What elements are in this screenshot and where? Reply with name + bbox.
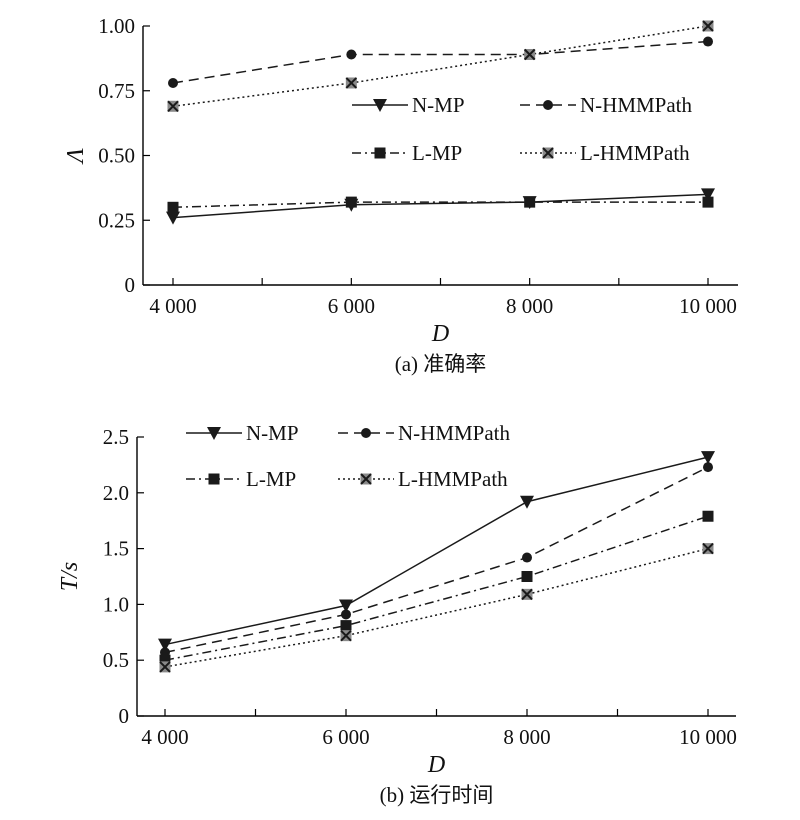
legend-item: N-MP bbox=[352, 93, 465, 117]
series-line bbox=[164, 456, 709, 646]
series-line bbox=[172, 40, 709, 84]
legend-label: N-HMMPath bbox=[580, 93, 693, 117]
legend: N-MP N-HMMPath L-MP L-HMMPath bbox=[186, 421, 511, 491]
legend-label: L-HMMPath bbox=[580, 141, 690, 165]
data-point bbox=[340, 620, 352, 632]
x-tick-label: 4 000 bbox=[149, 294, 196, 318]
legend-label: N-MP bbox=[412, 93, 465, 117]
data-point bbox=[345, 196, 357, 208]
series-l-hmmpath bbox=[159, 542, 714, 673]
series-l-mp bbox=[159, 510, 714, 666]
series-line bbox=[164, 515, 709, 661]
data-point bbox=[167, 100, 179, 112]
legend-marker bbox=[360, 473, 372, 485]
x-tick-label: 10 000 bbox=[679, 294, 737, 318]
series-l-hmmpath bbox=[167, 20, 714, 112]
series-n-mp bbox=[166, 188, 715, 225]
legend-marker bbox=[207, 427, 221, 440]
data-point bbox=[521, 571, 533, 582]
legend-marker bbox=[543, 100, 553, 110]
y-tick-label: 0.50 bbox=[98, 144, 135, 168]
legend-item: N-HMMPath bbox=[338, 421, 511, 445]
x-tick-label: 8 000 bbox=[506, 294, 553, 318]
x-axis-label: D bbox=[431, 321, 449, 347]
data-point bbox=[703, 462, 713, 473]
series-line bbox=[164, 466, 709, 654]
legend-item: N-MP bbox=[186, 421, 299, 445]
x-tick-label: 8 000 bbox=[503, 725, 550, 749]
series-line bbox=[172, 25, 709, 108]
legend-label: N-HMMPath bbox=[398, 421, 511, 445]
series-line bbox=[172, 193, 709, 219]
legend-label: L-MP bbox=[412, 141, 462, 165]
data-point bbox=[158, 638, 172, 652]
series-n-hmmpath bbox=[168, 36, 713, 88]
chart-caption: (b) 运行时间 bbox=[380, 783, 494, 807]
x-tick-label: 6 000 bbox=[328, 294, 375, 318]
data-point bbox=[339, 599, 353, 613]
data-point bbox=[702, 20, 714, 32]
series-n-hmmpath bbox=[160, 462, 713, 658]
chart-accuracy: 0 0.25 0.50 0.75 1.00 4 000 6 000 8 000 10 000 D Λ… bbox=[63, 14, 738, 376]
x-tick-label: 4 000 bbox=[141, 725, 188, 749]
y-tick-label: 0.5 bbox=[103, 648, 129, 672]
data-point bbox=[701, 188, 715, 202]
legend-item: L-HMMPath bbox=[520, 141, 690, 165]
series-line bbox=[164, 547, 709, 668]
chart-caption: (a) 准确率 bbox=[395, 352, 487, 376]
y-tick-label: 1.5 bbox=[103, 537, 129, 561]
legend-item: N-HMMPath bbox=[520, 93, 693, 117]
data-point bbox=[166, 211, 180, 225]
data-point bbox=[702, 510, 714, 522]
data-point bbox=[346, 49, 357, 60]
y-tick-label: 2.5 bbox=[103, 425, 129, 449]
legend: N-MP N-HMMPath L-MP L-HMMPath bbox=[352, 93, 693, 165]
legend-item: L-MP bbox=[352, 141, 462, 165]
y-tick-label: 0 bbox=[119, 704, 130, 728]
y-tick-label: 1.0 bbox=[103, 592, 129, 616]
data-point bbox=[701, 451, 715, 465]
data-point bbox=[520, 495, 534, 509]
data-point bbox=[702, 196, 714, 208]
data-point bbox=[703, 36, 713, 47]
data-point bbox=[702, 542, 714, 555]
chart-runtime: 0 0.5 1.0 1.5 2.0 2.5 4 000 6 000 8 000 10 000 D T/… bbox=[57, 421, 737, 807]
legend-marker bbox=[373, 99, 387, 112]
x-tick-label: 10 000 bbox=[679, 725, 737, 749]
data-point bbox=[340, 629, 352, 642]
data-point bbox=[345, 77, 358, 89]
data-point bbox=[159, 661, 171, 673]
legend-marker bbox=[208, 473, 220, 485]
data-point bbox=[341, 609, 351, 620]
series-n-mp bbox=[158, 451, 715, 652]
y-tick-label: 2.0 bbox=[103, 481, 129, 505]
y-tick-label: 0.75 bbox=[98, 79, 135, 103]
y-tick-label: 1.00 bbox=[98, 14, 135, 38]
legend-marker bbox=[374, 147, 386, 159]
y-tick-label: 0 bbox=[125, 273, 136, 297]
y-axis-label: Λ bbox=[63, 148, 89, 165]
data-point bbox=[167, 201, 179, 213]
legend-marker bbox=[542, 147, 554, 159]
series-line bbox=[172, 201, 708, 209]
legend-item: L-MP bbox=[186, 467, 296, 491]
legend-label: N-MP bbox=[246, 421, 299, 445]
x-axis-label: D bbox=[427, 752, 445, 778]
data-point bbox=[523, 48, 536, 61]
series-l-mp bbox=[167, 196, 714, 213]
legend-item: L-HMMPath bbox=[338, 467, 508, 491]
legend-label: L-HMMPath bbox=[398, 467, 508, 491]
legend-label: L-MP bbox=[246, 467, 296, 491]
y-axis-label: T/s bbox=[57, 562, 83, 591]
y-tick-label: 0.25 bbox=[98, 208, 135, 232]
data-point bbox=[159, 654, 171, 666]
x-tick-label: 6 000 bbox=[322, 725, 369, 749]
data-point bbox=[168, 77, 178, 88]
data-point bbox=[522, 552, 532, 563]
legend-marker bbox=[361, 428, 371, 438]
data-point bbox=[521, 588, 533, 601]
data-point bbox=[524, 196, 536, 208]
